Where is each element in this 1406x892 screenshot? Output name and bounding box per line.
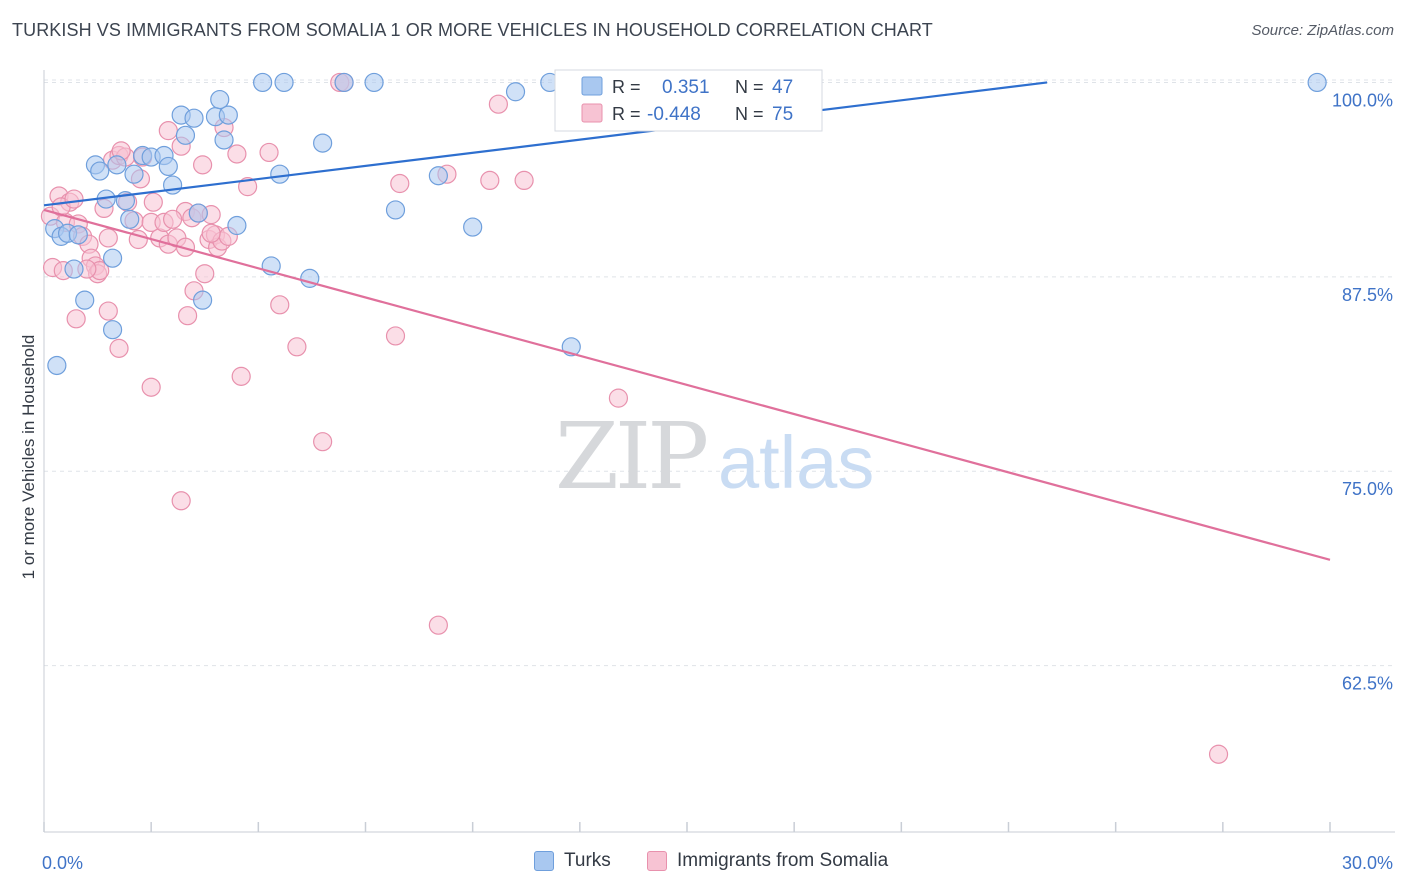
bottom-legend-item-turks: Turks <box>534 850 611 872</box>
turks-point <box>120 209 140 229</box>
somalia-point <box>238 177 258 197</box>
somalia-point <box>141 377 161 397</box>
turks-point <box>463 217 483 237</box>
turks-point <box>227 215 247 236</box>
legend-r-value-turks: 0.351 <box>662 77 710 98</box>
turks-point <box>364 72 384 93</box>
y-tick-label: 87.5% <box>1342 285 1393 305</box>
turks-point <box>102 320 123 340</box>
somalia-point <box>171 491 191 511</box>
somalia-point <box>64 189 84 209</box>
somalia-trendline <box>43 208 1331 561</box>
y-tick-label: 62.5% <box>1342 674 1393 694</box>
somalia-point <box>390 173 410 194</box>
legend-r-label-turks: R = <box>612 77 641 97</box>
somalia-point <box>270 295 290 315</box>
turks-point <box>158 156 178 177</box>
turks-point <box>210 89 230 110</box>
turks-trendline <box>43 81 1048 207</box>
bottom-legend-label-turks: Turks <box>564 850 611 871</box>
watermark-atlas: atlas <box>718 421 874 504</box>
somalia-point <box>175 237 196 257</box>
turks-point <box>47 355 67 376</box>
somalia-point <box>231 366 251 386</box>
somalia-point <box>98 228 118 248</box>
turks-point <box>505 82 526 102</box>
legend-r-label-somalia: R = <box>612 104 641 124</box>
somalia-point <box>514 170 534 191</box>
turks-point <box>90 161 110 181</box>
somalia-point <box>143 192 163 212</box>
legend-box: R = 0.351 N = 47 R = -0.448 N = 75 <box>554 69 823 132</box>
turks-point <box>428 166 448 186</box>
bottom-legend-swatch-turks <box>534 851 554 871</box>
legend-swatch-somalia <box>581 103 603 123</box>
somalia-point <box>109 338 129 358</box>
somalia-point <box>98 301 118 321</box>
chart-title: TURKISH VS IMMIGRANTS FROM SOMALIA 1 OR … <box>12 20 933 40</box>
somalia-point <box>1208 744 1229 764</box>
somalia-point <box>480 170 500 191</box>
turks-point <box>214 130 234 150</box>
somalia-point <box>227 144 247 164</box>
turks-point <box>193 290 213 310</box>
turks-point <box>253 72 273 93</box>
turks-point <box>68 225 88 245</box>
x-tick-label: 30.0% <box>1342 853 1393 873</box>
somalia-point <box>608 388 629 408</box>
somalia-point <box>195 264 215 284</box>
legend-swatch-turks <box>581 76 603 96</box>
somalia-point <box>178 306 198 326</box>
turks-point <box>334 72 354 93</box>
source-label: Source: ZipAtlas.com <box>1251 22 1394 39</box>
x-tick-label: 0.0% <box>42 853 83 873</box>
legend-n-label-turks: N = <box>735 77 764 97</box>
trendlines <box>43 81 1331 561</box>
y-axis-label: 1 or more Vehicles in Household <box>19 335 38 580</box>
bottom-legend: Turks Immigrants from Somalia <box>0 850 1406 880</box>
legend-n-value-turks: 47 <box>772 77 793 98</box>
y-tick-label: 75.0% <box>1342 479 1393 499</box>
legend-r-value-somalia: -0.448 <box>647 104 701 125</box>
turks-point <box>75 290 95 310</box>
watermark: ZIP atlas <box>555 403 874 510</box>
turks-point <box>218 105 238 125</box>
bottom-legend-item-somalia: Immigrants from Somalia <box>647 850 888 872</box>
turks-point <box>188 203 208 223</box>
turks-point <box>184 108 204 128</box>
bottom-legend-swatch-somalia <box>647 851 667 871</box>
turks-point <box>270 164 290 184</box>
somalia-point <box>428 615 448 635</box>
somalia-point <box>158 121 178 141</box>
legend-n-value-somalia: 75 <box>772 104 793 125</box>
turks-point <box>313 133 333 153</box>
turks-point <box>175 125 196 145</box>
turks-point <box>124 164 144 184</box>
axes: 62.5% 75.0% 87.5% 100.0% 0.0% 30.0% <box>42 70 1395 873</box>
watermark-zip: ZIP <box>555 403 706 510</box>
turks-point <box>64 259 84 279</box>
somalia-point <box>163 209 183 229</box>
somalia-point <box>193 155 213 175</box>
y-tick-label: 100.0% <box>1332 90 1393 110</box>
somalia-point <box>488 94 508 114</box>
somalia-point <box>201 223 221 243</box>
turks-point <box>102 248 123 268</box>
turks-point <box>385 200 406 220</box>
somalia-point <box>385 326 406 346</box>
turks-point <box>107 155 127 175</box>
bottom-legend-label-somalia: Immigrants from Somalia <box>677 850 889 871</box>
somalia-point <box>66 309 86 329</box>
turks-point <box>1307 72 1327 93</box>
somalia-point <box>313 432 333 452</box>
turks-point <box>274 72 294 93</box>
legend-n-label-somalia: N = <box>735 104 764 124</box>
somalia-point <box>259 142 279 163</box>
somalia-point <box>287 337 307 357</box>
